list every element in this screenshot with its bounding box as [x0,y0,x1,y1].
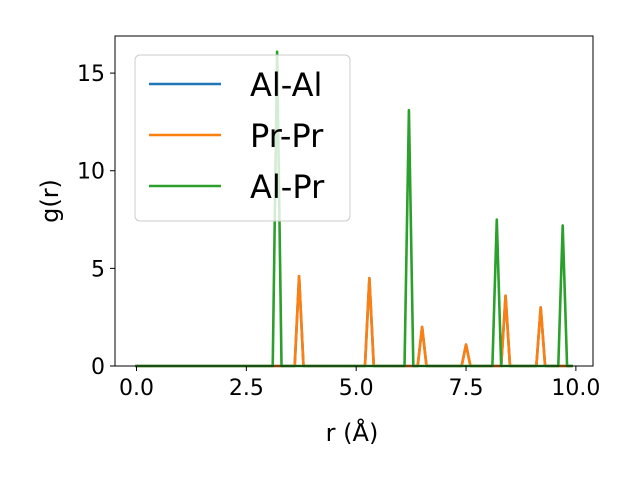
axes-border [114,35,594,367]
y-axis-label: g(r) [36,179,64,223]
y-tick-label: 10 [77,160,105,185]
legend: Al-Al Pr-Pr Al-Pr [134,54,351,222]
y-tick-label: 15 [77,62,105,87]
x-axis: 0.0 2.5 5.0 7.5 10.0 [119,366,600,401]
legend-label-pr-pr: Pr-Pr [250,117,324,155]
series-line-pr-pr [135,274,573,368]
axes-frame [114,35,594,367]
y-tick-label: 5 [91,257,105,282]
x-tick-label: 10.0 [551,376,600,401]
x-tick-label: 2.5 [229,376,264,401]
x-tick-label: 7.5 [449,376,484,401]
x-axis-label: r (Å) [326,418,379,447]
x-tick-label: 5.0 [339,376,374,401]
legend-label-al-al: Al-Al [250,66,322,104]
x-tick-label: 0.0 [119,376,154,401]
y-axis: 0 5 10 15 [77,62,115,380]
legend-label-al-pr: Al-Pr [250,168,325,206]
legend-box [134,54,351,222]
y-tick-label: 0 [91,355,105,380]
